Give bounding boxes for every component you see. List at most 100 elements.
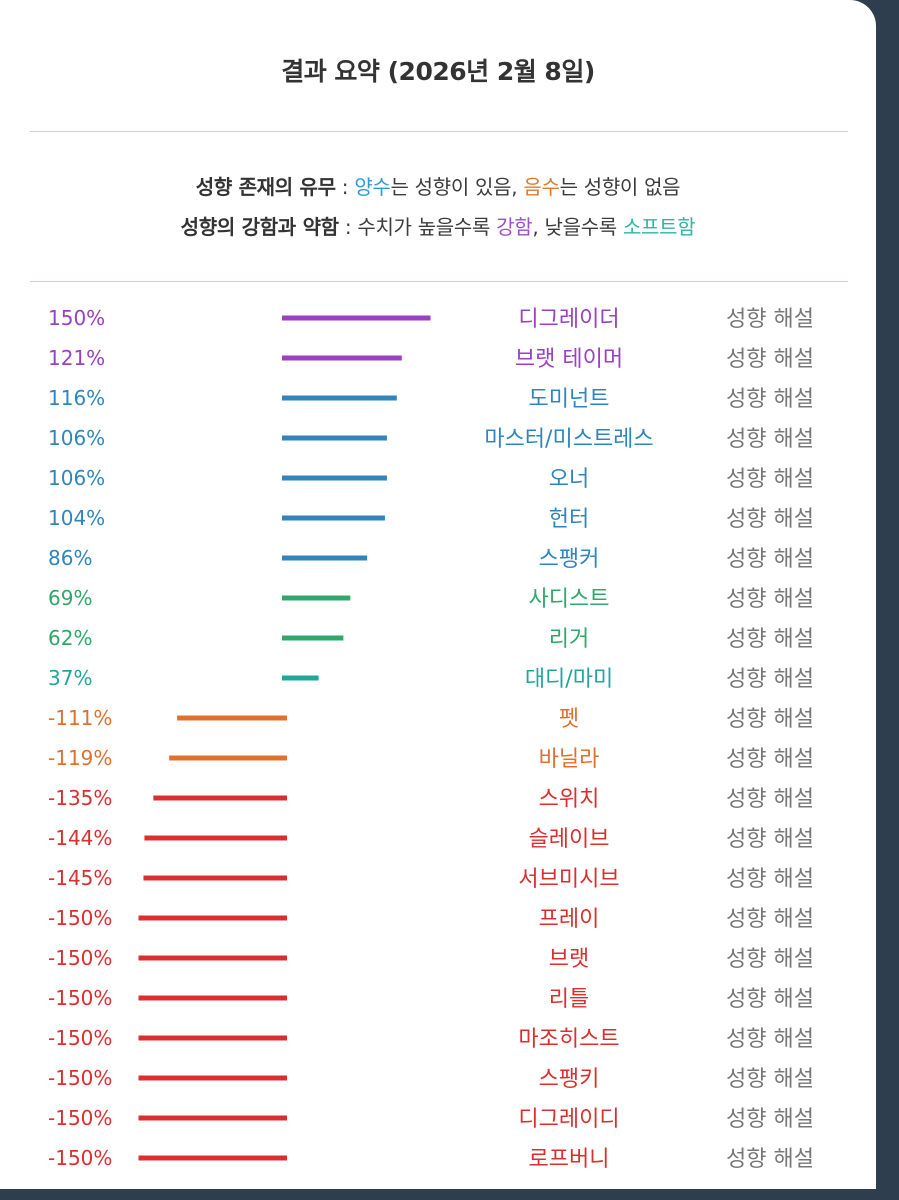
category-label: 서브미시브 (518, 867, 619, 892)
chart-row: -150% 디그레이디 성향 해설 (48, 1106, 814, 1132)
explain-link[interactable]: 성향 해설 (726, 827, 814, 852)
explain-link[interactable]: 성향 해설 (726, 307, 814, 332)
chart-row: 69% 사디스트 성향 해설 (48, 586, 814, 612)
chart-row: 150% 디그레이더 성향 해설 (48, 306, 814, 332)
chart-row: -119% 바닐라 성향 해설 (48, 746, 814, 772)
category-label: 도미넌트 (529, 387, 610, 412)
explain-link[interactable]: 성향 해설 (726, 747, 814, 772)
category-label: 스팽키 (539, 1067, 600, 1092)
chart-row: -150% 브랫 성향 해설 (48, 946, 814, 972)
result-card: 결과 요약 (2026년 2월 8일) 성향 존재의 유무 : 양수는 성향이 … (0, 0, 876, 1196)
legend-line-strength: 성향의 강함과 약함 : 수치가 높을수록 강함, 낮을수록 소프트함 (0, 211, 876, 240)
category-label: 프레이 (539, 907, 600, 932)
category-label: 바닐라 (539, 747, 600, 772)
chart-row: -144% 슬레이브 성향 해설 (48, 826, 814, 852)
category-label: 브랫 테이머 (515, 347, 623, 372)
value-label: 37% (48, 666, 92, 690)
value-label: -150% (48, 906, 112, 930)
explain-link[interactable]: 성향 해설 (726, 387, 814, 412)
legend-text: 수치가 높을수록 (357, 215, 497, 239)
chart-row: -150% 프레이 성향 해설 (48, 906, 814, 932)
chart-row: 62% 리거 성향 해설 (48, 626, 814, 652)
explain-link[interactable]: 성향 해설 (726, 347, 814, 372)
explain-link[interactable]: 성향 해설 (726, 507, 814, 532)
category-label: 헌터 (549, 507, 589, 532)
legend-strength-label: 성향의 강함과 약함 (180, 215, 339, 239)
bottom-edge (0, 1189, 876, 1200)
value-label: -144% (48, 826, 112, 850)
value-label: -135% (48, 786, 112, 810)
legend-text: , 낮을수록 (532, 215, 623, 239)
category-label: 로프버니 (529, 1147, 610, 1172)
legend-text: 는 성향이 있음, (390, 175, 524, 199)
category-label: 오너 (549, 467, 589, 492)
explain-link[interactable]: 성향 해설 (726, 867, 814, 892)
value-label: -150% (48, 1146, 112, 1170)
legend-line-existence: 성향 존재의 유무 : 양수는 성향이 있음, 음수는 성향이 없음 (0, 171, 876, 200)
value-label: 121% (48, 346, 105, 370)
explain-link[interactable]: 성향 해설 (726, 667, 814, 692)
explain-link[interactable]: 성향 해설 (726, 987, 814, 1012)
value-label: 150% (48, 306, 105, 330)
explain-link[interactable]: 성향 해설 (726, 707, 814, 732)
category-label: 스위치 (539, 787, 600, 812)
category-label: 디그레이디 (518, 1107, 619, 1132)
explain-link[interactable]: 성향 해설 (726, 587, 814, 612)
value-label: -150% (48, 1066, 112, 1090)
value-label: -150% (48, 986, 112, 1010)
explain-link[interactable]: 성향 해설 (726, 907, 814, 932)
value-label: -150% (48, 1106, 112, 1130)
value-label: 69% (48, 586, 92, 610)
chart-row: 116% 도미넌트 성향 해설 (48, 386, 814, 412)
chart-row: -145% 서브미시브 성향 해설 (48, 866, 814, 892)
page-title: 결과 요약 (2026년 2월 8일) (281, 57, 595, 86)
explain-link[interactable]: 성향 해설 (726, 547, 814, 572)
category-label: 사디스트 (529, 587, 610, 612)
chart-row: -150% 스팽키 성향 해설 (48, 1066, 814, 1092)
category-label: 대디/마미 (525, 667, 613, 692)
chart-row: -150% 로프버니 성향 해설 (48, 1146, 814, 1172)
category-label: 슬레이브 (529, 827, 610, 852)
explain-link[interactable]: 성향 해설 (726, 427, 814, 452)
value-label: 106% (48, 426, 105, 450)
category-label: 펫 (559, 707, 579, 732)
explain-link[interactable]: 성향 해설 (726, 1107, 814, 1132)
explain-link[interactable]: 성향 해설 (726, 467, 814, 492)
legend-soft-word: 소프트함 (622, 215, 696, 239)
explain-link[interactable]: 성향 해설 (726, 1067, 814, 1092)
value-label: -111% (48, 706, 112, 730)
category-label: 스팽커 (539, 547, 600, 572)
value-label: -150% (48, 946, 112, 970)
chart-row: 104% 헌터 성향 해설 (48, 506, 814, 532)
chart-row: -111% 펫 성향 해설 (48, 706, 814, 732)
legend-strong-word: 강함 (496, 215, 533, 239)
legend-sep: : (335, 175, 355, 199)
category-label: 리거 (549, 627, 589, 652)
value-label: 62% (48, 626, 92, 650)
chart-row: -150% 리틀 성향 해설 (48, 986, 814, 1012)
divider-bottom (30, 281, 848, 282)
explain-link[interactable]: 성향 해설 (726, 627, 814, 652)
explain-link[interactable]: 성향 해설 (726, 787, 814, 812)
divider-top (30, 131, 848, 132)
chart-row: 106% 마스터/미스트레스 성향 해설 (48, 426, 814, 452)
category-label: 마스터/미스트레스 (484, 427, 653, 452)
legend-text: 는 성향이 없음 (559, 175, 681, 199)
value-label: -145% (48, 866, 112, 890)
category-label: 디그레이더 (518, 307, 619, 332)
value-label: -119% (48, 746, 112, 770)
chart-row: 121% 브랫 테이머 성향 해설 (48, 346, 814, 372)
legend-sep: : (338, 215, 358, 239)
chart-row: 37% 대디/마미 성향 해설 (48, 666, 814, 692)
category-label: 리틀 (549, 987, 589, 1012)
explain-link[interactable]: 성향 해설 (726, 947, 814, 972)
explain-link[interactable]: 성향 해설 (726, 1147, 814, 1172)
explain-link[interactable]: 성향 해설 (726, 1027, 814, 1052)
chart-row: -135% 스위치 성향 해설 (48, 786, 814, 812)
legend-positive-word: 양수 (354, 175, 391, 199)
category-label: 브랫 (549, 947, 589, 972)
chart-row: 86% 스팽커 성향 해설 (48, 546, 814, 572)
chart-row: 106% 오너 성향 해설 (48, 466, 814, 492)
value-label: 86% (48, 546, 92, 570)
